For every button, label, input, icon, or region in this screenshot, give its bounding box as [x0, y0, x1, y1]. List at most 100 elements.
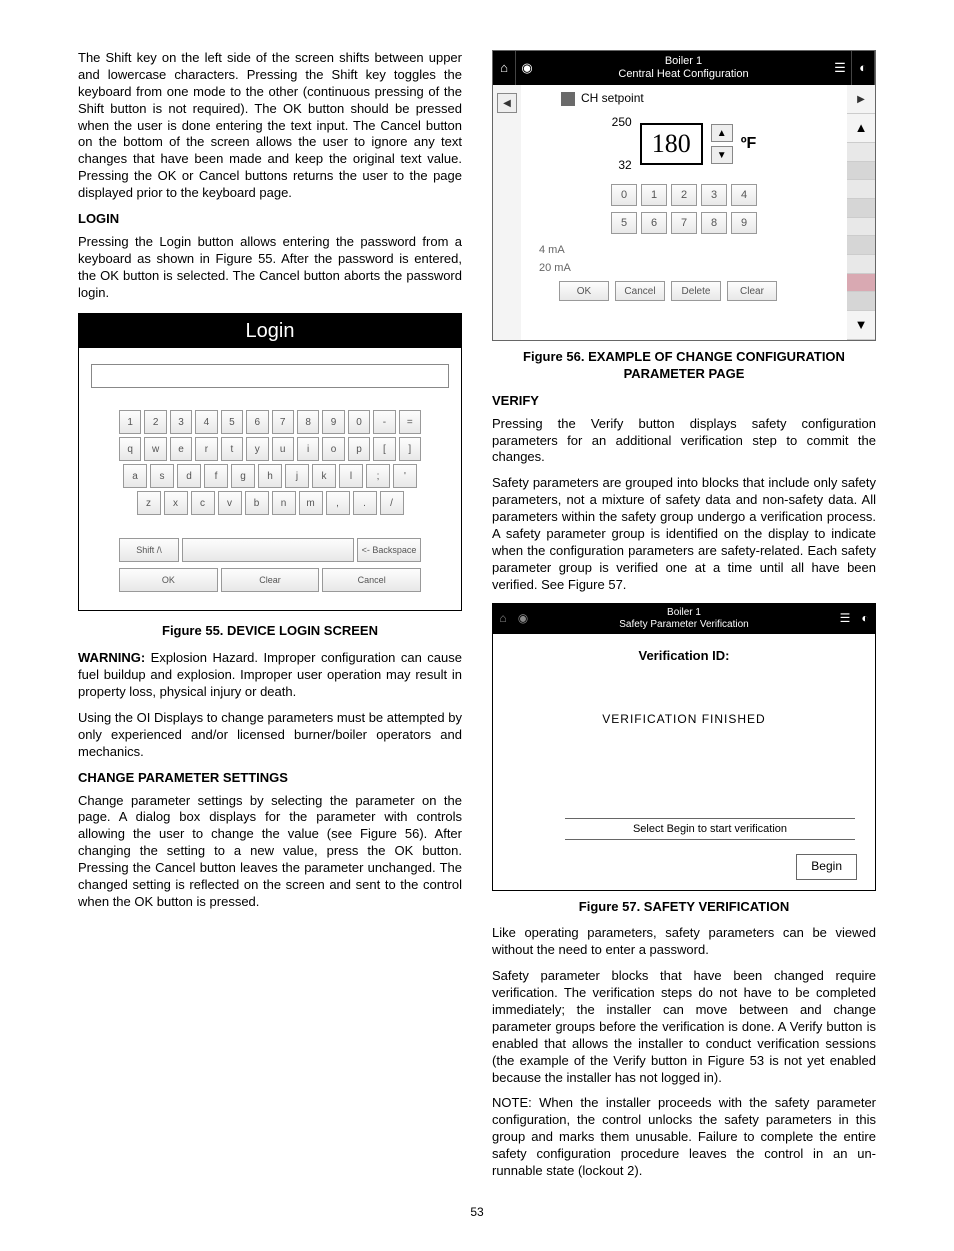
key-/[interactable]: /: [380, 491, 404, 515]
key-7[interactable]: 7: [272, 410, 294, 434]
list-icon[interactable]: ☰: [829, 51, 852, 85]
key-x[interactable]: x: [164, 491, 188, 515]
key-][interactable]: ]: [399, 437, 421, 461]
keyboard: 1234567890-= qwertyuiop[] asdfghjkl;' zx…: [79, 410, 461, 528]
key--[interactable]: -: [373, 410, 395, 434]
key-2[interactable]: 2: [144, 410, 166, 434]
backspace-key[interactable]: <- Backspace: [357, 538, 421, 562]
key-r[interactable]: r: [195, 437, 217, 461]
numkey-7[interactable]: 7: [671, 212, 697, 234]
ok-button[interactable]: OK: [559, 281, 609, 301]
scroll-up[interactable]: ▲: [847, 114, 875, 143]
key-g[interactable]: g: [231, 464, 255, 488]
key-i[interactable]: i: [297, 437, 319, 461]
kbd-row-2: qwertyuiop[]: [119, 437, 421, 461]
key-m[interactable]: m: [299, 491, 323, 515]
key-4[interactable]: 4: [195, 410, 217, 434]
change-text: Change parameter settings by selecting t…: [78, 793, 462, 911]
numkey-6[interactable]: 6: [641, 212, 667, 234]
numkey-8[interactable]: 8: [701, 212, 727, 234]
key-q[interactable]: q: [119, 437, 141, 461]
space-key[interactable]: [182, 538, 354, 562]
key-j[interactable]: j: [285, 464, 309, 488]
next-arrow[interactable]: ▶: [847, 85, 875, 114]
key-w[interactable]: w: [144, 437, 166, 461]
like-text: Like operating parameters, safety parame…: [492, 925, 876, 959]
hi-limit: 250: [612, 115, 632, 131]
key-b[interactable]: b: [245, 491, 269, 515]
key-0[interactable]: 0: [348, 410, 370, 434]
numpad: 01234 56789: [531, 184, 837, 237]
temp-up[interactable]: ▲: [711, 124, 733, 142]
numkey-0[interactable]: 0: [611, 184, 637, 206]
key-n[interactable]: n: [272, 491, 296, 515]
key-c[interactable]: c: [191, 491, 215, 515]
camera-icon[interactable]: ◉: [513, 604, 533, 634]
temp-down[interactable]: ▼: [711, 146, 733, 164]
power-icon[interactable]: ◐: [855, 604, 875, 634]
key-u[interactable]: u: [272, 437, 294, 461]
setpoint-label: CH setpoint: [581, 91, 644, 107]
numkey-2[interactable]: 2: [671, 184, 697, 206]
verify-p2: Safety parameters are grouped into block…: [492, 475, 876, 593]
key-=[interactable]: =: [399, 410, 421, 434]
fig57-caption: Figure 57. SAFETY VERIFICATION: [492, 899, 876, 916]
numkey-1[interactable]: 1: [641, 184, 667, 206]
home-icon[interactable]: ⌂: [493, 604, 513, 634]
login-figure: Login 1234567890-= qwertyuiop[] asdfghjk…: [78, 313, 462, 611]
intro-text: The Shift key on the left side of the sc…: [78, 50, 462, 202]
numkey-9[interactable]: 9: [731, 212, 757, 234]
home-icon[interactable]: ⌂: [493, 51, 516, 85]
key-d[interactable]: d: [177, 464, 201, 488]
key-h[interactable]: h: [258, 464, 282, 488]
camera-icon[interactable]: ◉: [516, 51, 538, 85]
safety-titlebar: ⌂ ◉ Boiler 1 Safety Parameter Verificati…: [493, 604, 875, 634]
numkey-4[interactable]: 4: [731, 184, 757, 206]
key-.[interactable]: .: [353, 491, 377, 515]
func-row: Shift /\ <- Backspace: [119, 538, 421, 562]
key-y[interactable]: y: [246, 437, 268, 461]
cancel-button[interactable]: Cancel: [615, 281, 665, 301]
login-input[interactable]: [91, 364, 449, 388]
kbd-row-1: 1234567890-=: [119, 410, 421, 434]
boiler-titlebar: ⌂ ◉ Boiler 1 Central Heat Configuration …: [493, 51, 875, 85]
key-p[interactable]: p: [348, 437, 370, 461]
key-[[interactable]: [: [373, 437, 395, 461]
kbd-row-4: zxcvbnm,./: [119, 491, 421, 515]
key-6[interactable]: 6: [246, 410, 268, 434]
key-9[interactable]: 9: [322, 410, 344, 434]
key-v[interactable]: v: [218, 491, 242, 515]
begin-button[interactable]: Begin: [796, 854, 857, 880]
key-k[interactable]: k: [312, 464, 336, 488]
numkey-5[interactable]: 5: [611, 212, 637, 234]
key-t[interactable]: t: [221, 437, 243, 461]
key-l[interactable]: l: [339, 464, 363, 488]
delete-button[interactable]: Delete: [671, 281, 721, 301]
prev-arrow[interactable]: ◀: [493, 85, 521, 340]
ok-button[interactable]: OK: [119, 568, 218, 592]
boiler-figure: ⌂ ◉ Boiler 1 Central Heat Configuration …: [492, 50, 876, 341]
shift-key[interactable]: Shift /\: [119, 538, 179, 562]
key-1[interactable]: 1: [119, 410, 141, 434]
list-icon[interactable]: ☰: [835, 604, 855, 634]
key-e[interactable]: e: [170, 437, 192, 461]
clear-button[interactable]: Clear: [221, 568, 320, 592]
key-;[interactable]: ;: [366, 464, 390, 488]
key-o[interactable]: o: [322, 437, 344, 461]
key-3[interactable]: 3: [170, 410, 192, 434]
key-5[interactable]: 5: [221, 410, 243, 434]
key-8[interactable]: 8: [297, 410, 319, 434]
key-a[interactable]: a: [123, 464, 147, 488]
key-,[interactable]: ,: [326, 491, 350, 515]
cancel-button[interactable]: Cancel: [322, 568, 421, 592]
key-z[interactable]: z: [137, 491, 161, 515]
scroll-down[interactable]: ▼: [847, 311, 875, 340]
key-'[interactable]: ': [393, 464, 417, 488]
key-s[interactable]: s: [150, 464, 174, 488]
numkey-3[interactable]: 3: [701, 184, 727, 206]
clear-button[interactable]: Clear: [727, 281, 777, 301]
key-f[interactable]: f: [204, 464, 228, 488]
power-icon[interactable]: ◐: [852, 51, 875, 85]
change-heading: CHANGE PARAMETER SETTINGS: [78, 770, 462, 787]
login-text: Pressing the Login button allows enterin…: [78, 234, 462, 302]
